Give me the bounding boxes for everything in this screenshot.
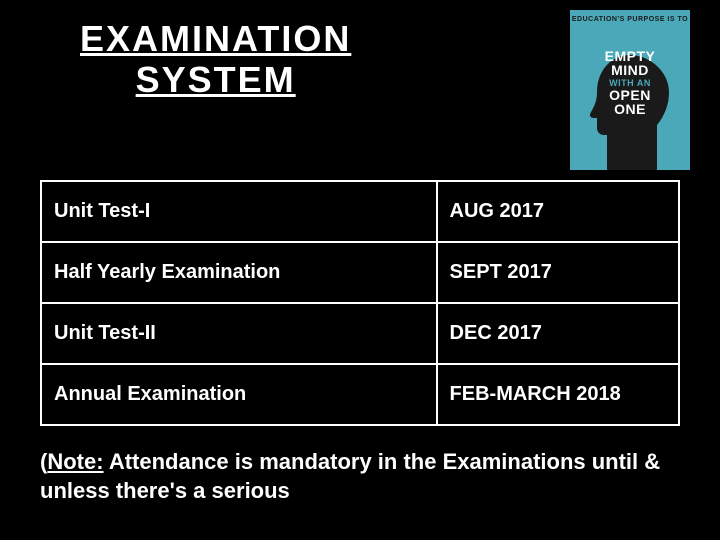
table-row: Unit Test-II DEC 2017	[41, 303, 679, 364]
exam-schedule-table-wrap: Unit Test-I AUG 2017 Half Yearly Examina…	[0, 170, 720, 426]
title-line-1: EXAMINATION	[80, 18, 351, 59]
poster-arc-text: EDUCATION'S PURPOSE IS TO	[570, 16, 690, 23]
exam-schedule-table: Unit Test-I AUG 2017 Half Yearly Examina…	[40, 180, 680, 426]
poster-text-block: REPLACE AN EMPTY MIND WITH AN OPEN ONE	[588, 38, 672, 116]
exam-label: Unit Test-II	[41, 303, 437, 364]
table-row: Unit Test-I AUG 2017	[41, 181, 679, 242]
exam-date: SEPT 2017	[437, 242, 679, 303]
table-row: Annual Examination FEB-MARCH 2018	[41, 364, 679, 425]
exam-label: Annual Examination	[41, 364, 437, 425]
poster-empty: EMPTY MIND	[588, 49, 672, 77]
attendance-note: (Note: Attendance is mandatory in the Ex…	[0, 426, 720, 505]
exam-date: AUG 2017	[437, 181, 679, 242]
exam-date: DEC 2017	[437, 303, 679, 364]
note-label: Note:	[47, 449, 103, 474]
poster-one: ONE	[588, 102, 672, 116]
exam-date: FEB-MARCH 2018	[437, 364, 679, 425]
exam-label: Unit Test-I	[41, 181, 437, 242]
page-title: EXAMINATION SYSTEM	[80, 18, 351, 101]
title-line-2: SYSTEM	[80, 59, 351, 100]
header-row: EXAMINATION SYSTEM EDUCATION'S PURPOSE I…	[0, 0, 720, 170]
exam-label: Half Yearly Examination	[41, 242, 437, 303]
table-row: Half Yearly Examination SEPT 2017	[41, 242, 679, 303]
poster-open: OPEN	[588, 88, 672, 102]
education-poster: EDUCATION'S PURPOSE IS TO REPLACE AN EMP…	[570, 10, 690, 170]
note-text: Attendance is mandatory in the Examinati…	[40, 449, 660, 503]
